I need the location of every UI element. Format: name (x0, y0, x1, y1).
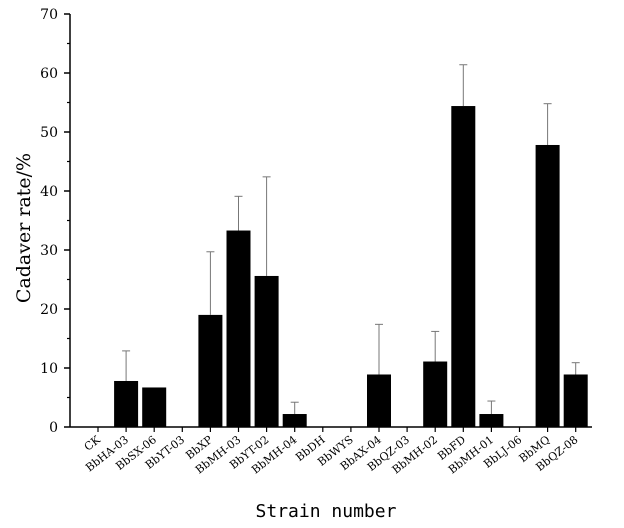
bar (423, 361, 448, 427)
y-tick-label: 40 (40, 184, 58, 200)
bar (451, 106, 476, 427)
bar (198, 314, 223, 427)
bars (114, 106, 588, 428)
x-axis (70, 426, 592, 432)
bar (282, 414, 307, 427)
y-axis-title: Cadaver rate/% (13, 153, 35, 303)
bar (479, 414, 504, 427)
bar (254, 275, 279, 427)
y-tick-label: 0 (49, 420, 58, 436)
error-bars (122, 64, 580, 415)
bar (114, 380, 139, 427)
y-tick-label: 50 (40, 125, 58, 141)
y-tick-label: 20 (40, 302, 58, 318)
y-tick-label: 30 (40, 243, 58, 259)
y-axis: 0 10 20 30 40 50 60 70 (40, 7, 71, 436)
y-tick-label: 70 (40, 7, 58, 23)
category-labels: CKBbHA-03BbSX-06BbYT-03BbXPBbMH-03BbYT-0… (82, 433, 581, 477)
bar (535, 144, 560, 428)
bar (226, 230, 251, 427)
x-axis-title: Strain number (256, 501, 397, 522)
y-tick-label: 60 (40, 66, 58, 82)
bar (367, 374, 391, 427)
bar (142, 387, 167, 427)
bar (563, 374, 588, 427)
y-tick-label: 10 (40, 361, 58, 377)
